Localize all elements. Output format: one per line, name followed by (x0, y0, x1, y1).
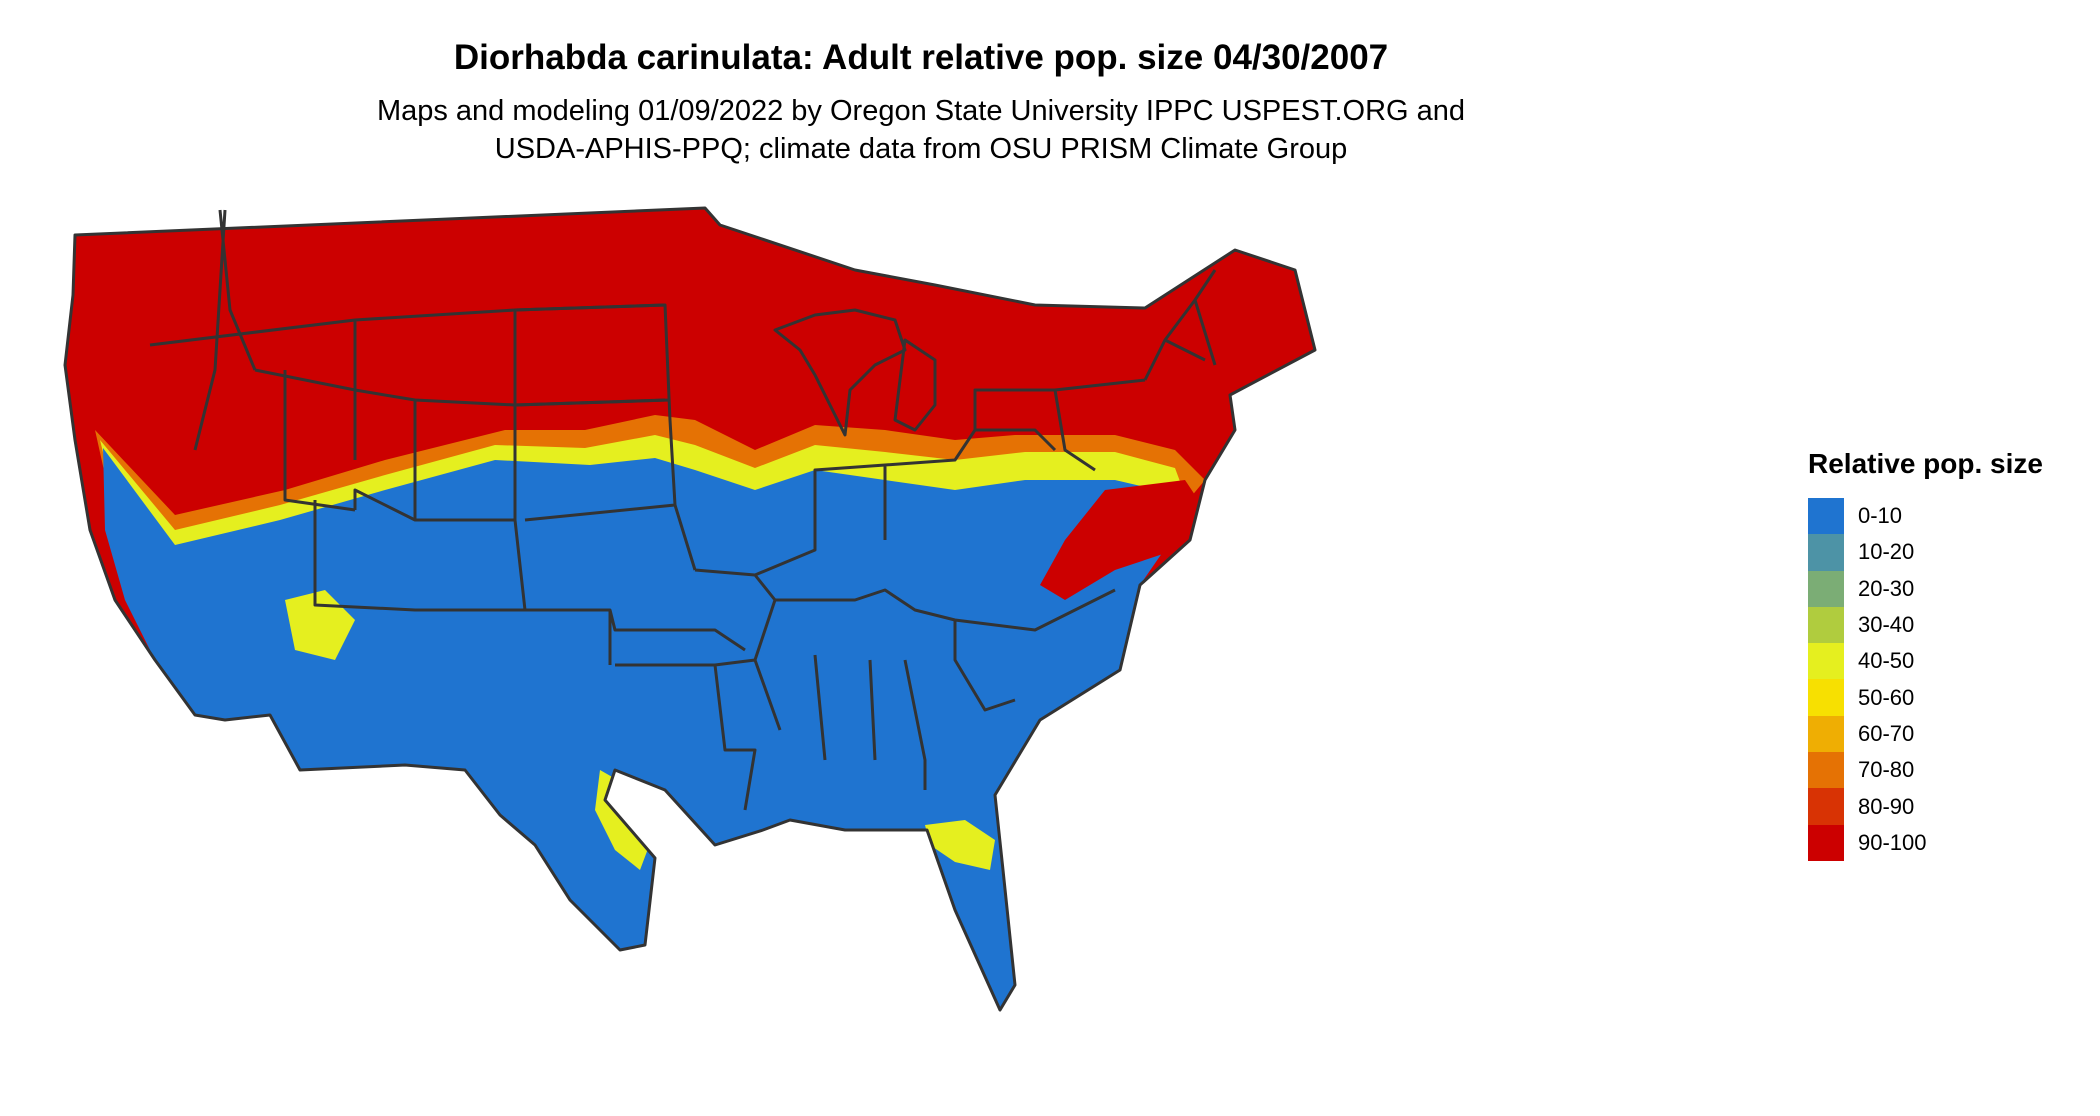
us-map (55, 190, 1780, 1110)
legend-item: 0-10 (1808, 498, 2043, 534)
subtitle-line-1: Maps and modeling 01/09/2022 by Oregon S… (0, 92, 1842, 130)
legend-swatch (1808, 534, 1844, 570)
legend-swatch (1808, 498, 1844, 534)
legend-swatch (1808, 607, 1844, 643)
legend-items: 0-10 10-20 20-30 30-40 40-50 50-60 60-70 70-80 8… (1808, 498, 2043, 861)
legend-item: 40-50 (1808, 643, 2043, 679)
legend-item: 60-70 (1808, 716, 2043, 752)
legend-item: 90-100 (1808, 825, 2043, 861)
subtitle-line-2: USDA-APHIS-PPQ; climate data from OSU PR… (0, 130, 1842, 168)
legend-swatch (1808, 571, 1844, 607)
low-zone (103, 448, 1185, 1010)
legend-label: 60-70 (1858, 721, 1914, 747)
legend-label: 10-20 (1858, 539, 1914, 565)
legend-swatch (1808, 679, 1844, 715)
legend-item: 80-90 (1808, 788, 2043, 824)
legend-label: 0-10 (1858, 503, 1902, 529)
legend-label: 40-50 (1858, 648, 1914, 674)
legend-label: 30-40 (1858, 612, 1914, 638)
legend-swatch (1808, 643, 1844, 679)
legend-swatch (1808, 788, 1844, 824)
legend-label: 50-60 (1858, 685, 1914, 711)
legend-label: 90-100 (1858, 830, 1927, 856)
legend-label: 70-80 (1858, 757, 1914, 783)
legend-item: 50-60 (1808, 679, 2043, 715)
map-title: Diorhabda carinulata: Adult relative pop… (0, 38, 1842, 78)
legend-swatch (1808, 716, 1844, 752)
legend-swatch (1808, 825, 1844, 861)
map-subtitle: Maps and modeling 01/09/2022 by Oregon S… (0, 92, 1842, 168)
legend-label: 20-30 (1858, 576, 1914, 602)
legend-title: Relative pop. size (1808, 448, 2043, 480)
legend-item: 10-20 (1808, 534, 2043, 570)
legend-item: 20-30 (1808, 571, 2043, 607)
legend-label: 80-90 (1858, 794, 1914, 820)
legend-swatch (1808, 752, 1844, 788)
legend-item: 70-80 (1808, 752, 2043, 788)
legend: Relative pop. size 0-10 10-20 20-30 30-40 40… (1808, 448, 2043, 861)
heat-layer (55, 190, 1780, 1110)
legend-item: 30-40 (1808, 607, 2043, 643)
